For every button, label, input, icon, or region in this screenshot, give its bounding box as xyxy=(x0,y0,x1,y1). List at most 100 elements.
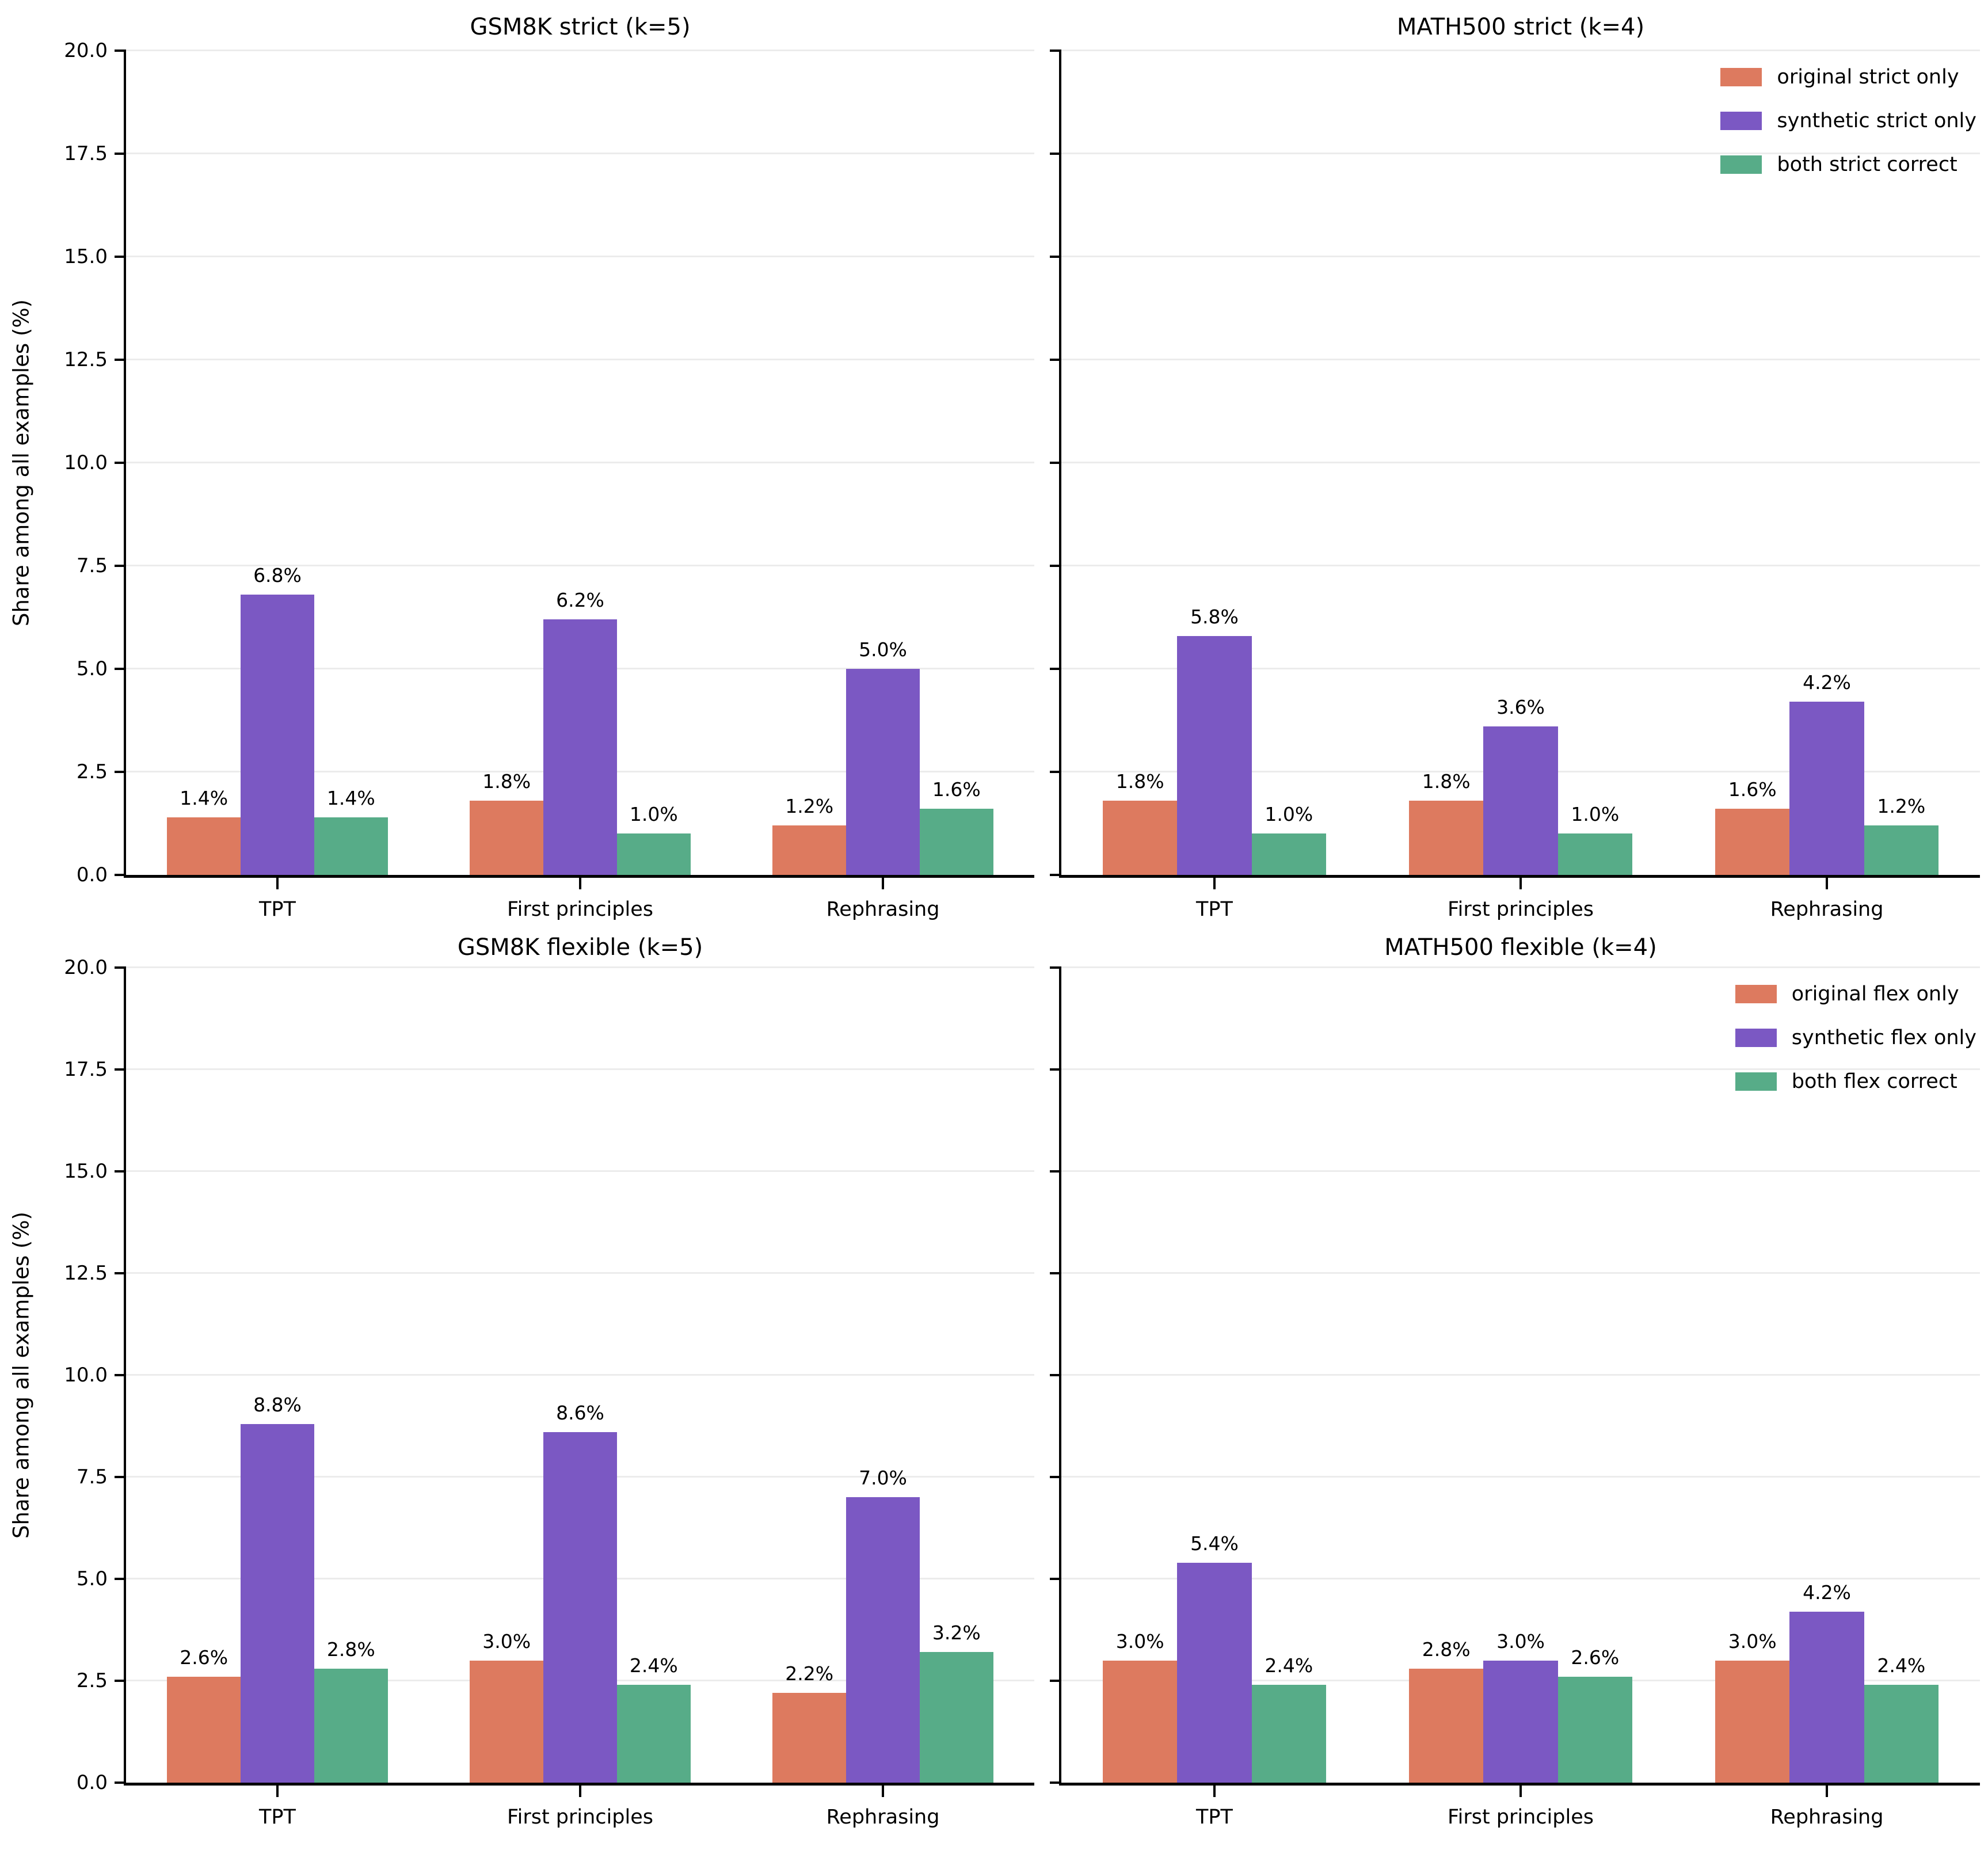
y-tick-mark xyxy=(1050,966,1061,969)
bar-value-label: 2.6% xyxy=(1571,1646,1620,1669)
bar xyxy=(1715,809,1790,875)
bar xyxy=(1177,1562,1252,1783)
legend-label: original strict only xyxy=(1777,66,1959,89)
legend-label: synthetic flex only xyxy=(1791,1026,1976,1049)
bar xyxy=(1251,1685,1326,1783)
y-tick-label: 2.5 xyxy=(76,1669,108,1692)
bar-value-label: 5.4% xyxy=(1190,1532,1239,1555)
bar xyxy=(167,817,241,875)
bar-value-label: 3.6% xyxy=(1496,696,1545,719)
y-tick-mark xyxy=(1050,1680,1061,1682)
gridline xyxy=(126,359,1034,360)
legend-item: original strict only xyxy=(1720,66,1976,89)
x-tick-mark xyxy=(579,1786,581,1797)
y-tick-mark xyxy=(115,668,126,670)
gridline xyxy=(126,1068,1034,1070)
chart-title: MATH500 flexible (k=4) xyxy=(1384,934,1657,961)
y-tick-label: 12.5 xyxy=(64,348,108,371)
y-tick-label: 10.0 xyxy=(64,1364,108,1387)
x-tick-mark xyxy=(276,878,279,889)
bar-value-label: 1.6% xyxy=(932,778,981,801)
gridline xyxy=(126,1170,1034,1172)
bar-value-label: 3.0% xyxy=(1115,1630,1164,1653)
bar xyxy=(846,669,920,875)
x-tick-label: TPT xyxy=(1196,1806,1233,1829)
bar xyxy=(167,1676,241,1783)
x-tick-label: First principles xyxy=(507,898,653,921)
legend: original strict only synthetic strict onl… xyxy=(1720,66,1976,176)
bar xyxy=(543,1432,617,1783)
legend-item: original flex only xyxy=(1735,983,1976,1006)
x-tick-label: Rephrasing xyxy=(1770,898,1884,921)
gridline xyxy=(1061,668,1980,669)
x-tick-label: First principles xyxy=(1448,1806,1594,1829)
gridline xyxy=(1061,1272,1980,1274)
y-tick-mark xyxy=(1050,1272,1061,1274)
y-tick-mark xyxy=(1050,565,1061,567)
bar-value-label: 2.4% xyxy=(1265,1654,1313,1677)
x-tick-mark xyxy=(1519,1786,1522,1797)
bar xyxy=(1483,1660,1558,1783)
y-tick-label: 17.5 xyxy=(64,1058,108,1081)
plot-wrapper: GSM8K strict (k=5) Share among all examp… xyxy=(9,14,1034,921)
bar-value-label: 1.4% xyxy=(180,786,228,809)
bar-value-label: 2.4% xyxy=(1877,1654,1926,1677)
bar-value-label: 1.0% xyxy=(1571,803,1620,826)
legend-swatch xyxy=(1720,68,1762,86)
bar xyxy=(1409,1668,1484,1783)
x-tick-label: First principles xyxy=(1448,898,1594,921)
gridline xyxy=(126,50,1034,51)
legend-item: synthetic flex only xyxy=(1735,1026,1976,1049)
x-tick-label: Rephrasing xyxy=(826,1806,940,1829)
bar xyxy=(1409,801,1484,875)
chart-title: GSM8K strict (k=5) xyxy=(470,14,691,40)
y-tick-mark xyxy=(115,1476,126,1478)
bar-value-label: 2.8% xyxy=(326,1638,375,1661)
bar-value-label: 5.8% xyxy=(1190,605,1239,628)
gridline xyxy=(1061,462,1980,463)
bar-value-label: 1.6% xyxy=(1728,778,1777,801)
gridline xyxy=(126,966,1034,968)
bar-value-label: 4.2% xyxy=(1803,1581,1851,1604)
y-tick-mark xyxy=(1050,1578,1061,1580)
x-tick-label: TPT xyxy=(259,898,296,921)
y-tick-mark xyxy=(115,1170,126,1173)
bar-value-label: 7.0% xyxy=(859,1467,907,1490)
legend-label: synthetic strict only xyxy=(1777,109,1976,132)
y-tick-label: 5.0 xyxy=(76,657,108,680)
bar xyxy=(616,833,691,875)
gridline xyxy=(126,565,1034,566)
legend-swatch xyxy=(1720,155,1762,174)
y-tick-mark xyxy=(1050,256,1061,258)
x-tick-label: Rephrasing xyxy=(826,898,940,921)
chart-gsm8k-strict: GSM8K strict (k=5) Share among all examp… xyxy=(0,0,1046,930)
gridline xyxy=(1061,153,1980,154)
x-tick-mark xyxy=(276,1786,279,1797)
bar xyxy=(772,825,847,875)
bar xyxy=(1789,702,1864,875)
bar xyxy=(241,595,314,875)
y-tick-mark xyxy=(115,50,126,52)
bar xyxy=(1103,801,1178,875)
gridline xyxy=(126,462,1034,463)
x-tick-mark xyxy=(1826,878,1828,889)
y-tick-label: 0.0 xyxy=(76,863,108,886)
y-tick-label: 20.0 xyxy=(64,39,108,62)
gridline xyxy=(126,256,1034,257)
gridline xyxy=(126,1272,1034,1274)
y-tick-label: 2.5 xyxy=(76,760,108,783)
y-tick-mark xyxy=(115,1578,126,1580)
gridline xyxy=(1061,966,1980,968)
y-axis-label: Share among all examples (%) xyxy=(9,1212,34,1539)
charts-row-bottom: GSM8K flexible (k=5) Share among all exa… xyxy=(0,930,1988,1850)
legend-label: both strict correct xyxy=(1777,153,1957,176)
legend-swatch xyxy=(1735,1029,1777,1047)
bar-value-label: 2.2% xyxy=(785,1662,834,1685)
plot-wrapper: MATH500 strict (k=4) TPT 1.8% 5.8% 1.0% Firs… xyxy=(1050,14,1980,921)
bar-value-label: 3.0% xyxy=(1496,1630,1545,1653)
y-tick-mark xyxy=(115,1272,126,1274)
y-tick-mark xyxy=(1050,359,1061,361)
y-tick-mark xyxy=(115,359,126,361)
legend-swatch xyxy=(1735,985,1777,1003)
gridline xyxy=(1061,1374,1980,1376)
